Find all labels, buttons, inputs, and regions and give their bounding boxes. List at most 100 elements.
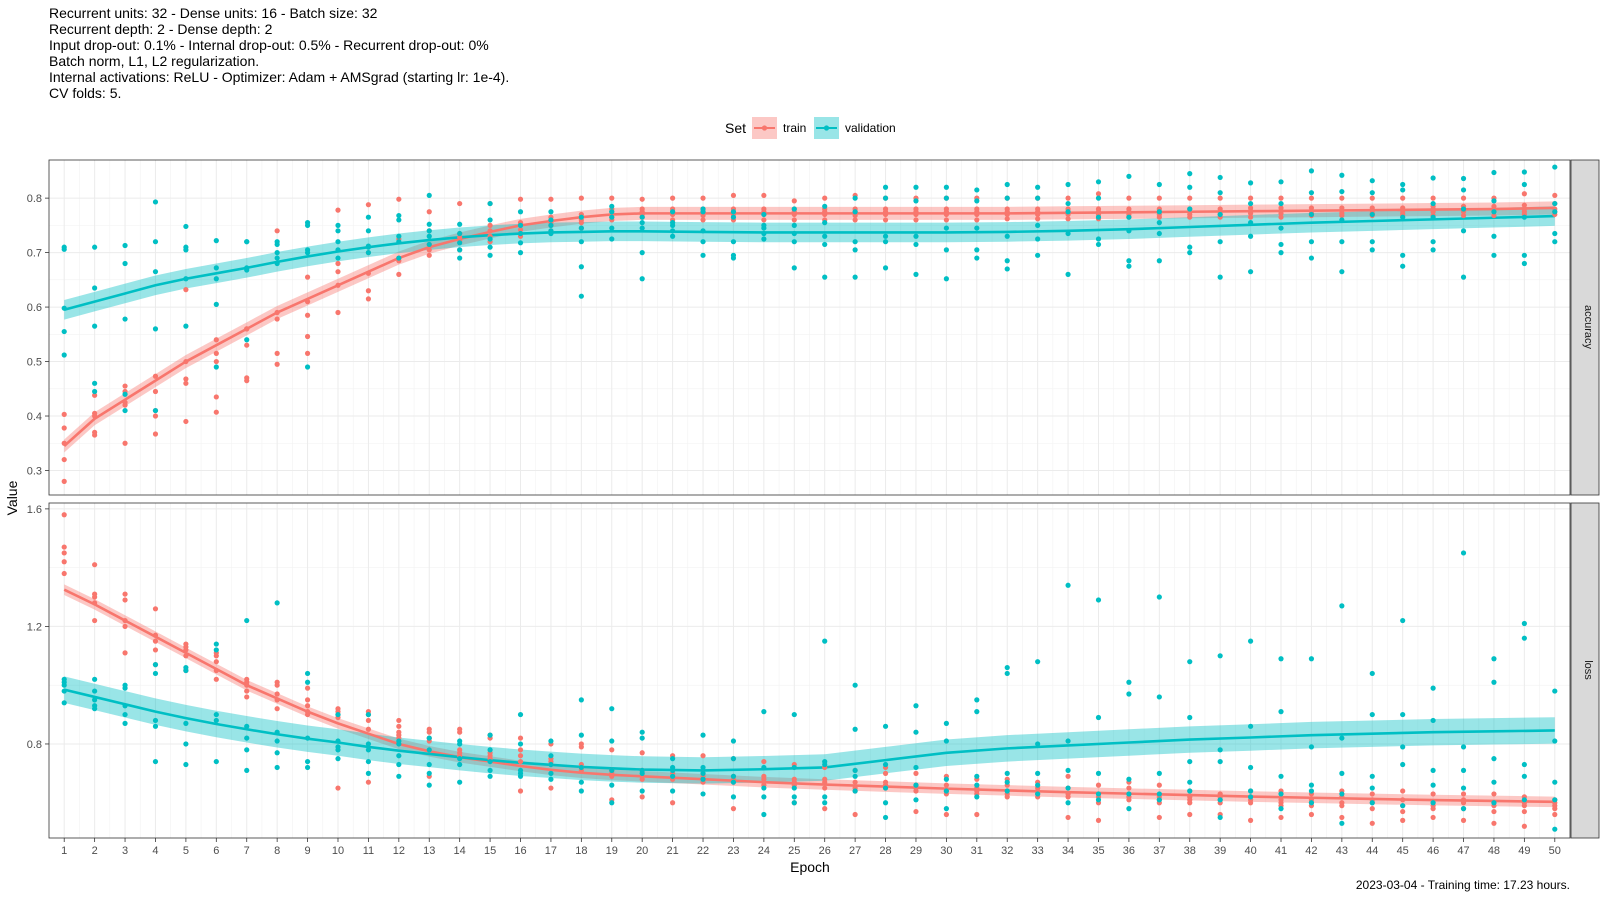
point-validation (1460, 274, 1467, 280)
point-validation (1065, 200, 1071, 207)
point-validation (213, 758, 219, 765)
point-validation (852, 788, 858, 794)
point-validation (1369, 773, 1375, 779)
point-train (335, 207, 341, 213)
point-validation (1552, 164, 1558, 170)
point-validation (274, 239, 280, 245)
point-validation (974, 225, 980, 231)
point-validation (1400, 214, 1406, 220)
point-validation (1004, 181, 1010, 188)
point-train (1156, 195, 1162, 201)
point-train (1369, 791, 1375, 797)
point-train (943, 217, 949, 223)
point-validation (578, 779, 584, 785)
point-validation (1460, 550, 1467, 556)
point-train (183, 358, 189, 365)
point-validation (213, 717, 219, 724)
point-train (426, 209, 432, 215)
point-validation (1521, 214, 1527, 220)
point-train (274, 691, 280, 697)
point-validation (609, 209, 615, 215)
point-validation (700, 206, 706, 212)
point-train (1004, 216, 1010, 222)
point-train (183, 380, 189, 386)
point-validation (1308, 255, 1315, 261)
point-validation (670, 756, 676, 762)
x-tick-label: 5 (183, 845, 189, 857)
point-validation (457, 221, 463, 227)
y-tick-label: 1.2 (27, 621, 42, 633)
point-validation (274, 255, 280, 261)
point-train (1430, 791, 1436, 797)
y-tick-label: 0.3 (27, 465, 42, 477)
point-validation (943, 225, 949, 231)
point-train (1217, 206, 1223, 212)
point-validation (335, 247, 341, 253)
point-train (183, 641, 189, 647)
footer-training-time: 2023-03-04 - Training time: 17.23 hours. (1355, 878, 1570, 892)
point-validation (1308, 800, 1315, 806)
point-validation (183, 761, 189, 768)
point-validation (852, 209, 858, 215)
point-train (365, 779, 372, 785)
point-validation (548, 217, 554, 223)
point-train (92, 617, 98, 624)
point-validation (639, 767, 645, 774)
point-validation (92, 323, 98, 329)
point-validation (122, 260, 128, 267)
point-validation (1278, 179, 1284, 185)
point-validation (304, 764, 311, 771)
point-validation (1491, 779, 1497, 785)
point-train (61, 559, 67, 565)
point-validation (457, 761, 463, 768)
point-validation (1552, 826, 1558, 832)
legend-title: Set (725, 120, 746, 136)
point-validation (1217, 211, 1223, 218)
point-validation (1004, 266, 1010, 272)
point-train (730, 192, 737, 199)
point-validation (1339, 239, 1345, 245)
point-validation (1521, 252, 1527, 258)
point-train (548, 196, 554, 202)
point-validation (822, 794, 828, 800)
x-tick-label: 24 (758, 845, 770, 857)
point-validation (1430, 717, 1436, 724)
point-validation (1035, 791, 1041, 797)
point-validation (1035, 659, 1041, 665)
point-train (791, 198, 797, 204)
point-train (213, 394, 219, 400)
point-train (1065, 195, 1071, 201)
point-validation (791, 800, 797, 806)
point-train (1400, 808, 1406, 815)
point-train (517, 227, 524, 233)
point-train (244, 676, 250, 682)
point-validation (457, 756, 463, 762)
point-validation (578, 764, 584, 771)
point-train (822, 806, 828, 812)
x-tick-label: 25 (788, 845, 800, 857)
point-validation (822, 758, 828, 765)
point-validation (183, 720, 189, 726)
point-validation (1217, 797, 1223, 803)
point-validation (1187, 758, 1193, 765)
point-train (822, 785, 828, 791)
point-train (487, 228, 493, 234)
point-train (213, 358, 219, 365)
x-tick-label: 48 (1488, 845, 1500, 857)
point-validation (122, 703, 128, 709)
point-validation (61, 676, 67, 682)
point-train (457, 747, 463, 753)
point-validation (1339, 269, 1345, 275)
point-train (213, 409, 219, 415)
point-validation (122, 316, 128, 322)
point-validation (1521, 635, 1527, 641)
point-train (1521, 808, 1527, 815)
point-validation (943, 776, 949, 782)
point-validation (1065, 767, 1071, 774)
point-train (335, 260, 341, 267)
point-validation (1460, 744, 1467, 750)
point-validation (1491, 169, 1497, 176)
point-validation (730, 779, 737, 785)
point-validation (152, 723, 159, 729)
point-validation (1400, 181, 1406, 188)
